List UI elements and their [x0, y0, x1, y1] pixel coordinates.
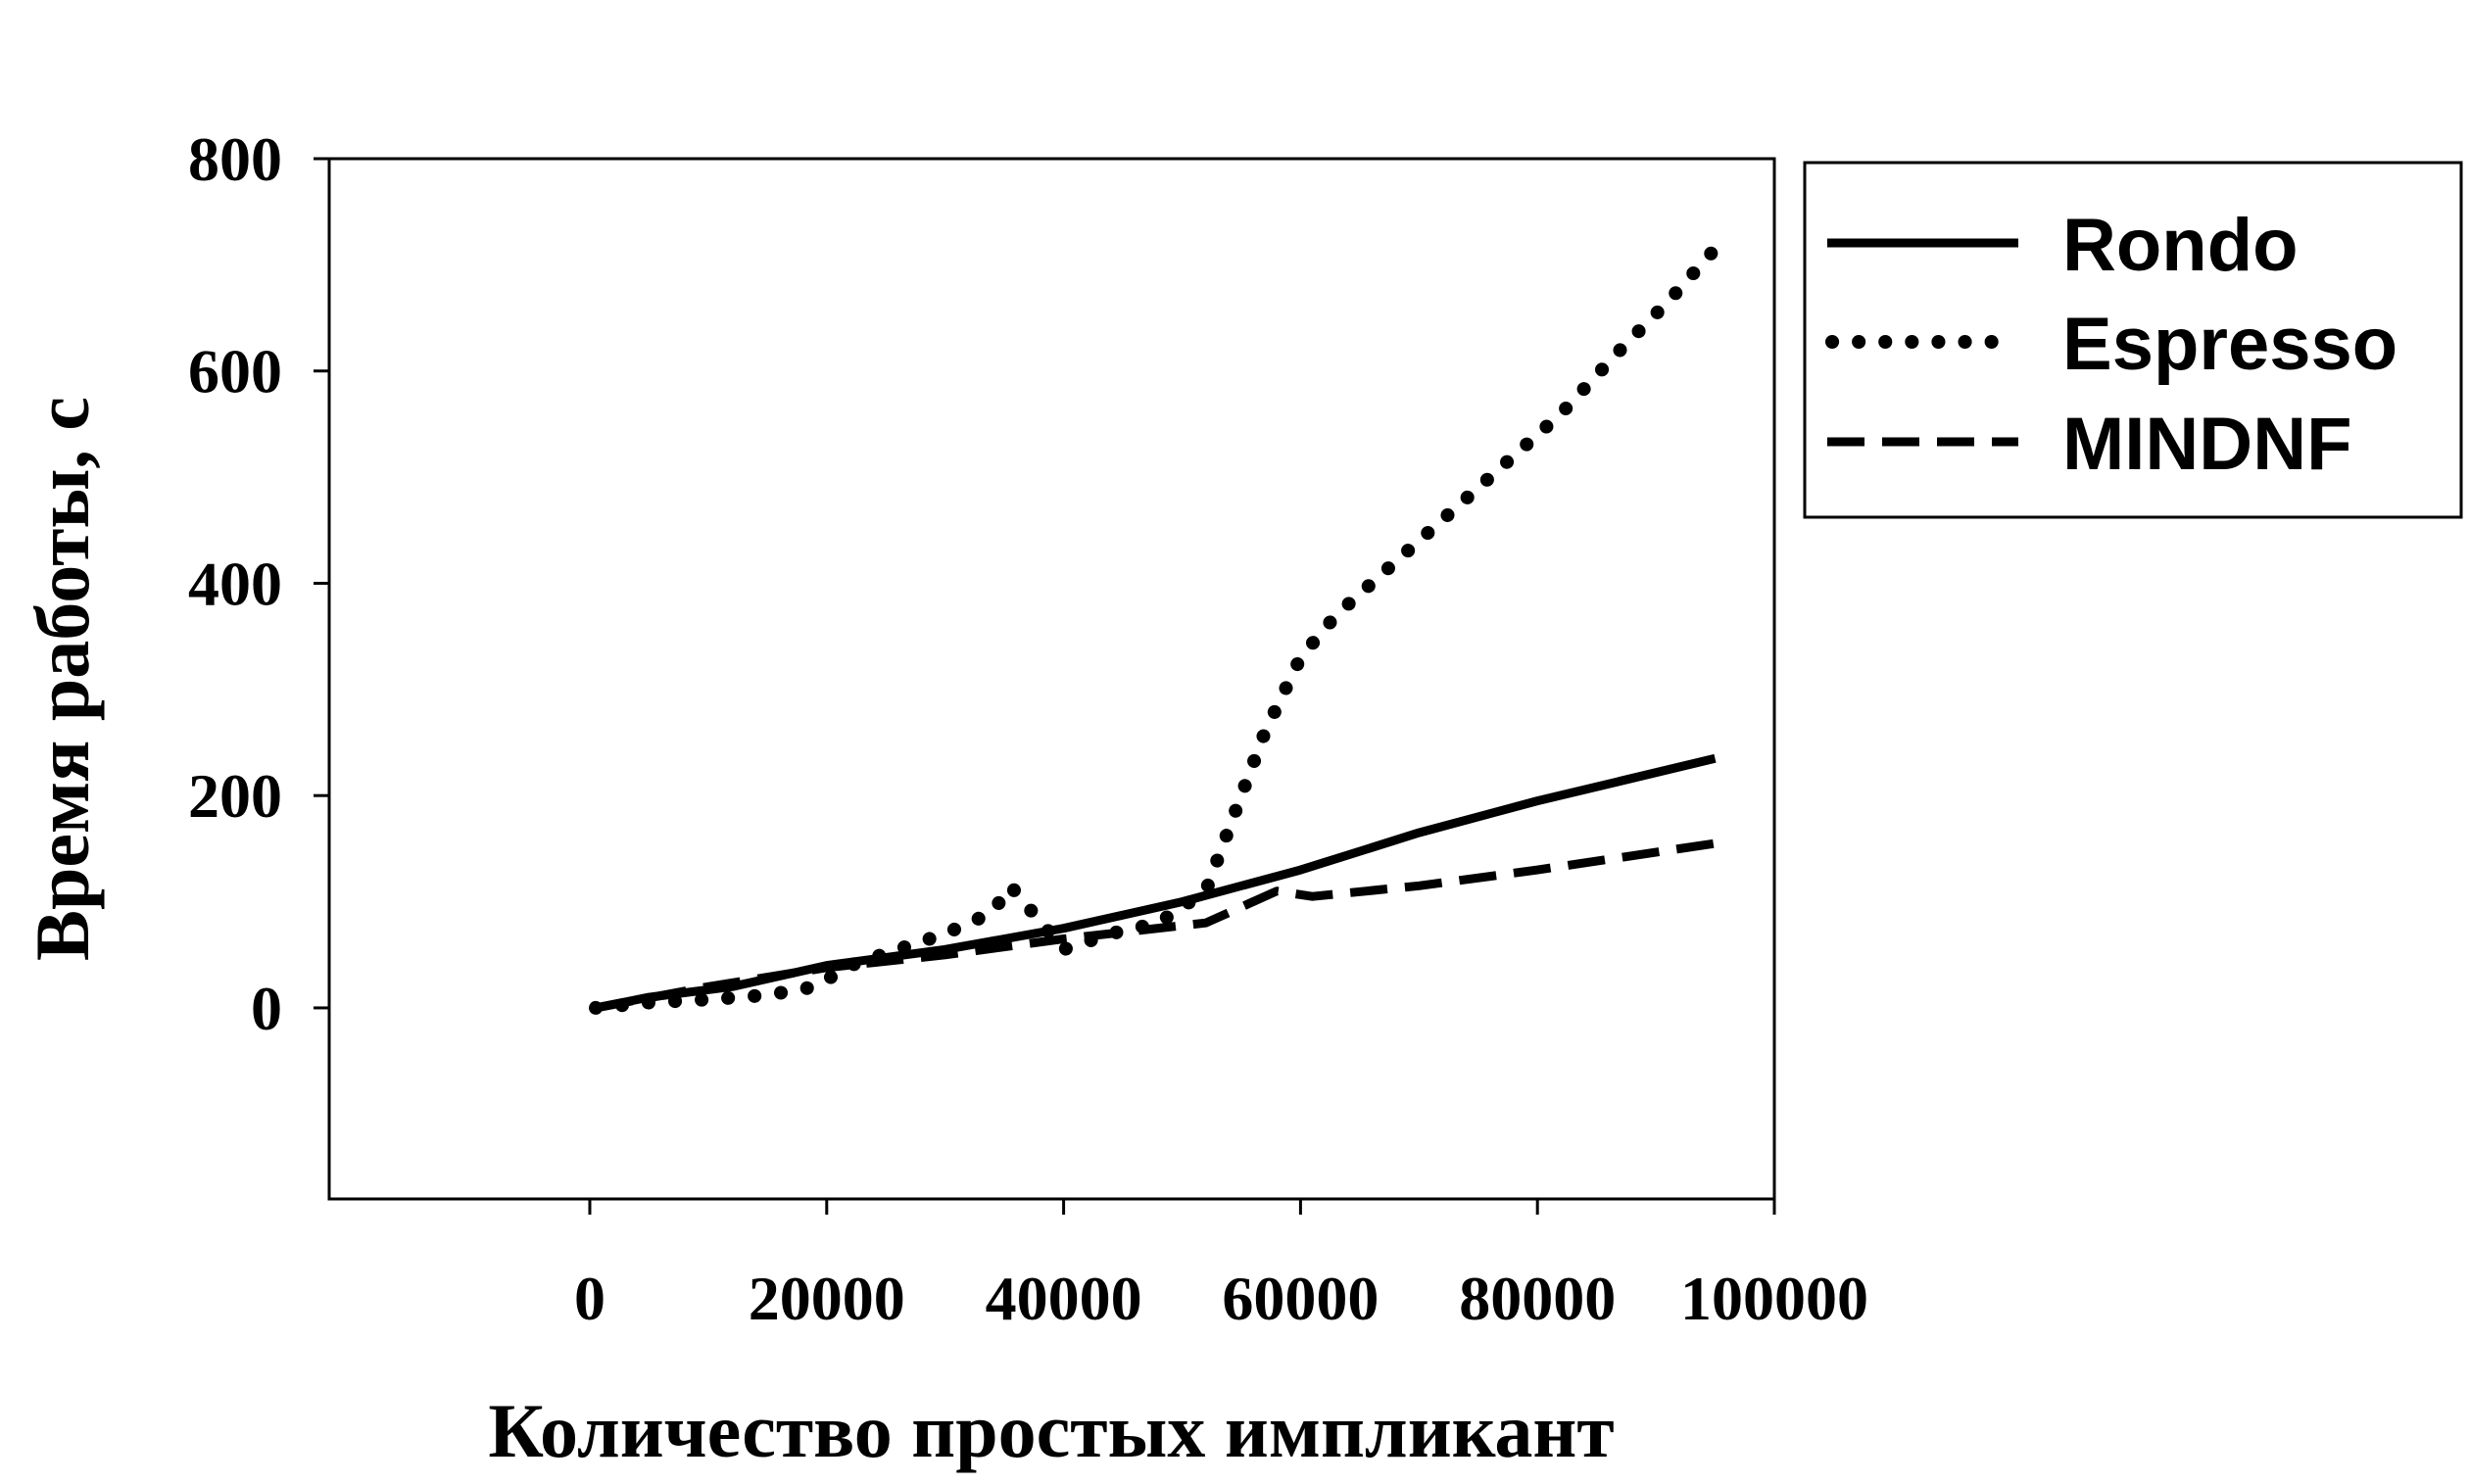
- legend-label-espresso: Espresso: [2062, 303, 2397, 386]
- y-tick-label: 400: [188, 549, 282, 618]
- y-axis-title: Время работы, с: [20, 397, 105, 961]
- series-line-rondo: [595, 753, 1717, 1013]
- legend-label-rondo: Rondo: [2062, 204, 2299, 287]
- y-axis-ticks: 0 200 400 600 800: [188, 124, 329, 1043]
- x-axis-ticks: 0 20000 40000 60000 80000 100000: [574, 1199, 1868, 1333]
- y-tick-label: 200: [188, 761, 282, 831]
- x-axis-title: Количество простых импликант: [488, 1388, 1614, 1473]
- x-tick-label: 0: [574, 1264, 605, 1333]
- series-layer: [589, 242, 1722, 1015]
- plot-frame: [327, 157, 1776, 1201]
- y-tick-label: 800: [188, 124, 282, 194]
- x-tick-label: 20000: [749, 1264, 905, 1333]
- x-tick-label: 60000: [1222, 1264, 1379, 1333]
- x-tick-label: 40000: [986, 1264, 1142, 1333]
- y-tick-label: 600: [188, 337, 282, 407]
- series-line-mindnf: [595, 838, 1717, 1013]
- y-tick-label: 0: [251, 974, 282, 1043]
- x-tick-label: 80000: [1459, 1264, 1616, 1333]
- x-tick-label: 100000: [1680, 1264, 1868, 1333]
- legend: Rondo Espresso MINDNF: [1803, 161, 2463, 519]
- legend-label-mindnf: MINDNF: [2062, 403, 2352, 486]
- series-line-espresso: [589, 242, 1722, 1015]
